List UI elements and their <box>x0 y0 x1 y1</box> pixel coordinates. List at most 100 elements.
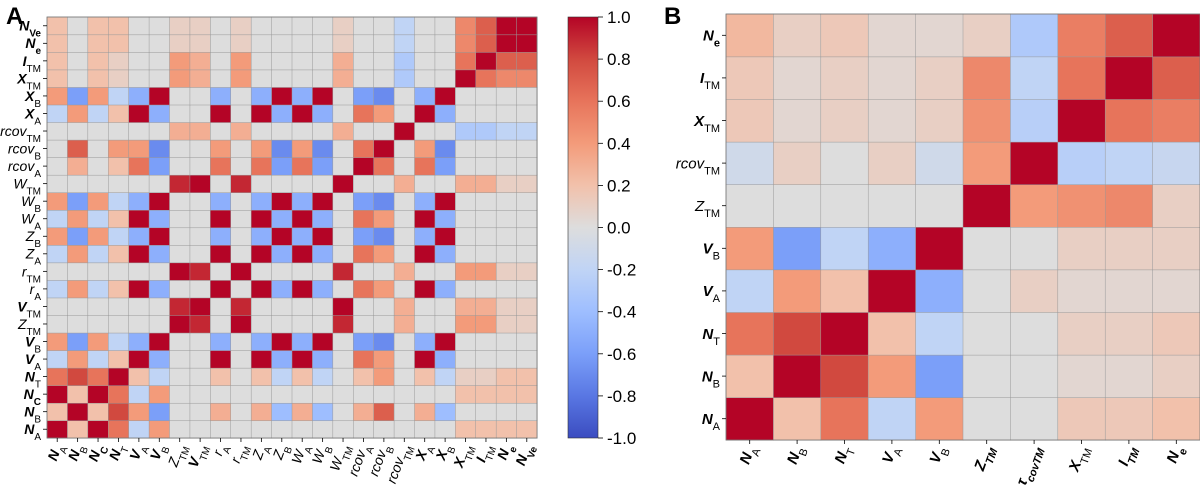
heatmap-a-cell <box>189 420 211 439</box>
heatmap-a-cell <box>128 262 150 281</box>
heatmap-a-cell <box>87 104 109 123</box>
heatmap-a-cell <box>230 69 252 88</box>
heatmap-b-cell <box>867 226 917 271</box>
heatmap-a-cell <box>312 51 334 71</box>
heatmap-b-xtick-label: NB <box>784 444 811 469</box>
heatmap-a-cell <box>189 51 211 71</box>
heatmap-a-cell <box>455 51 477 71</box>
heatmap-b-cell <box>1104 98 1154 143</box>
heatmap-a-cell <box>434 51 456 71</box>
heatmap-b-cell <box>867 311 917 356</box>
heatmap-a-cell <box>434 192 456 211</box>
heatmap-a-cell <box>373 16 395 36</box>
heatmap-a-cell <box>393 51 416 71</box>
heatmap-a-ytick-label: NVe <box>19 18 41 40</box>
heatmap-a-cell <box>393 139 416 158</box>
heatmap-a-cell <box>250 227 273 246</box>
heatmap-a-cell <box>108 385 130 404</box>
heatmap-a-cell <box>475 51 497 71</box>
heatmap-a-cell <box>414 262 436 281</box>
heatmap-a-cell <box>414 297 436 316</box>
colorbar: 1.0 0.8 0.6 0.4 0.2 0.0 -0.2 -0.4 -0.6 -0.8 -1.0 <box>567 8 636 448</box>
heatmap-a-cell <box>393 385 416 404</box>
heatmap-b-cell <box>1152 354 1200 398</box>
heatmap-a-cell <box>210 139 232 158</box>
heatmap-a-ytick-label: WA <box>21 211 41 233</box>
heatmap-a-cell <box>393 104 416 123</box>
heatmap-a-cell <box>169 139 191 158</box>
heatmap-a-cell <box>312 209 334 229</box>
heatmap-a-cell <box>169 385 191 404</box>
heatmap-a-cell <box>434 174 456 193</box>
heatmap-a-cell <box>169 262 191 281</box>
heatmap-a-cell <box>516 402 538 422</box>
heatmap-a-cell <box>189 402 211 422</box>
heatmap-a-cell <box>455 402 477 422</box>
heatmap-a-cell <box>516 279 538 299</box>
heatmap-a-cell <box>414 332 436 351</box>
heatmap-a-cell <box>516 86 538 106</box>
heatmap-a-cell <box>414 69 436 88</box>
heatmap-a-cell <box>189 332 211 351</box>
heatmap-a-cell <box>291 402 313 422</box>
heatmap-a-cell <box>434 16 456 36</box>
heatmap-a-cell <box>128 122 150 141</box>
heatmap-a-cell <box>393 192 416 211</box>
heatmap-a-cell <box>455 174 477 193</box>
heatmap-a-cell <box>332 122 354 141</box>
heatmap-a-ytick-label: XB <box>24 88 41 110</box>
heatmap-a-cell <box>189 297 211 316</box>
heatmap-a-cell <box>271 209 293 229</box>
heatmap-a-cell <box>475 385 497 404</box>
heatmap-a-cell <box>128 297 150 316</box>
heatmap-a-cell <box>189 367 211 386</box>
heatmap-a-cell <box>312 402 334 422</box>
heatmap-b-cell <box>867 98 917 143</box>
heatmap-a-cell <box>455 139 477 158</box>
heatmap-a-cell <box>67 104 89 123</box>
heatmap-b-cell <box>725 13 774 58</box>
heatmap-a-cell <box>169 314 191 334</box>
heatmap-b-cell <box>820 269 869 313</box>
heatmap-a-cell <box>250 192 273 211</box>
heatmap-a-cell <box>332 174 354 193</box>
heatmap-b-cell <box>915 13 964 58</box>
heatmap-b-cell <box>1152 56 1200 100</box>
colorbar-tick-label: -0.6 <box>607 345 636 364</box>
heatmap-b-cell <box>1057 98 1106 143</box>
heatmap-a-cell <box>250 420 273 439</box>
heatmap-a-cell <box>291 314 313 334</box>
heatmap-a-cell <box>495 69 518 88</box>
heatmap-a-xtick-label: NVe <box>512 441 540 469</box>
heatmap-a-cell <box>87 367 109 386</box>
heatmap-a-cell <box>495 34 518 53</box>
heatmap-a-cell <box>271 104 293 123</box>
heatmap-a-xtick-label: XA <box>412 441 438 465</box>
heatmap-a-cell <box>373 157 395 176</box>
heatmap-a-cell <box>46 104 68 123</box>
heatmap-b-cell <box>725 141 774 185</box>
heatmap-a-cell <box>312 420 334 439</box>
heatmap-a-cell <box>434 139 456 158</box>
heatmap-a-cell <box>495 350 518 369</box>
heatmap-b-cell <box>725 354 774 398</box>
heatmap-b-cell <box>725 269 774 313</box>
heatmap-a-cell <box>516 314 538 334</box>
heatmap-a-cell <box>210 279 232 299</box>
heatmap-a-cell <box>495 209 518 229</box>
heatmap-a-cell <box>271 244 293 264</box>
heatmap-a-cell <box>67 332 89 351</box>
heatmap-a-cell <box>332 244 354 264</box>
heatmap-a-cell <box>46 420 68 439</box>
heatmap-a-cell <box>414 122 436 141</box>
heatmap-a-cell <box>67 279 89 299</box>
heatmap-a-cell <box>189 174 211 193</box>
heatmap-a-cell <box>332 157 354 176</box>
heatmap-a-ytick-label: VTM <box>17 298 41 320</box>
heatmap-a-xtick-label: WTM <box>326 442 356 475</box>
heatmap-a-cell <box>495 192 518 211</box>
heatmap-a-cell <box>210 420 232 439</box>
heatmap-a-cell <box>332 192 354 211</box>
heatmap-a-cell <box>516 209 538 229</box>
heatmap-a-cell <box>250 86 273 106</box>
